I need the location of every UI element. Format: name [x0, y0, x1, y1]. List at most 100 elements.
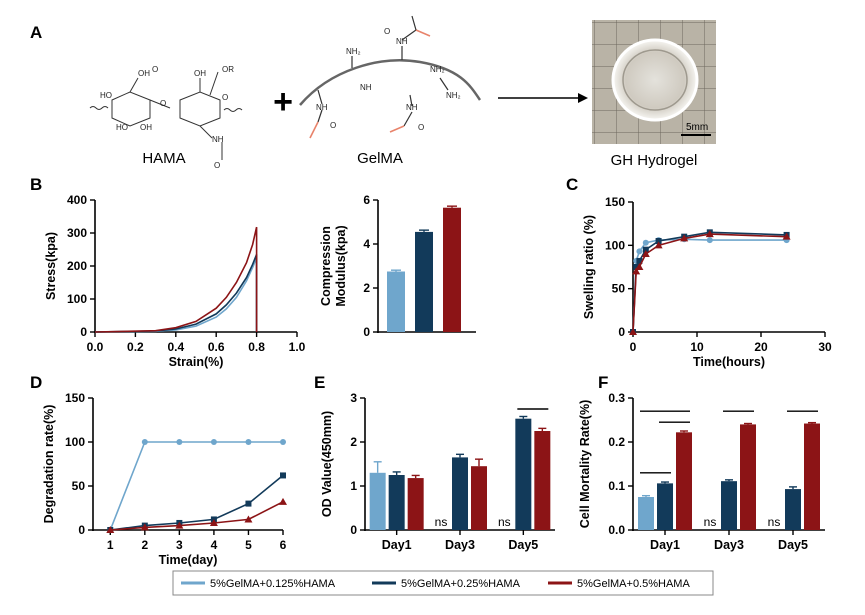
legend-label-3: 5%GelMA+0.5%HAMA [577, 578, 690, 590]
y-tick-label: 3 [350, 391, 357, 405]
y-tick-label: 0 [350, 523, 357, 537]
y-tick-label: 0.3 [608, 391, 625, 405]
x-tick-label: 1.0 [289, 340, 306, 354]
hama-glyco-bond [149, 99, 171, 109]
series-line [632, 238, 787, 333]
ns-annotation: ns [498, 515, 511, 529]
bar [407, 478, 424, 530]
series-line [110, 501, 284, 531]
y-tick-label: 100 [605, 238, 625, 252]
chart-degradation-rate: 0 50 100 150 Degradation rate(%) 1 2 3 4 5 6 Time(d… [42, 391, 287, 567]
chem-label: O [214, 161, 220, 170]
x-tick-label: Day3 [714, 538, 744, 552]
series-line [110, 474, 284, 531]
chem-label: O [384, 27, 390, 36]
chem-label: NH [396, 37, 408, 46]
bar [387, 271, 405, 332]
gelma-bond-co-top [401, 29, 417, 41]
y-tick-label: 0.2 [608, 435, 625, 449]
x-tick-label: Day5 [508, 538, 538, 552]
y-tick-label: 0 [363, 325, 370, 339]
data-point [680, 234, 689, 242]
data-point [629, 328, 637, 335]
gelma-bond-nh2-2 [439, 77, 449, 91]
ns-annotation: ns [704, 515, 717, 529]
panel-letter-f: F [598, 373, 608, 392]
hama-wavy-left [89, 106, 109, 110]
y-tick-label: 0 [80, 325, 87, 339]
chem-label: HO [100, 91, 112, 100]
chem-label: OR [222, 65, 234, 74]
data-point [176, 439, 183, 445]
data-point [642, 246, 649, 253]
hama-ring-1 [111, 91, 151, 127]
data-point [175, 521, 184, 529]
gelma-methyl-top [411, 15, 417, 31]
gelma-methacryl-mid [309, 121, 319, 139]
series-line [94, 257, 258, 333]
x-tick-label: 1 [107, 538, 114, 552]
chem-label: HO [116, 123, 128, 132]
data-point [245, 500, 252, 507]
bar [534, 431, 551, 530]
hama-bond-or [209, 71, 219, 96]
data-point [655, 238, 662, 244]
chem-label: NH [406, 103, 418, 112]
ns-annotation: ns [435, 515, 448, 529]
gelma-structure [299, 15, 482, 139]
y-tick-label: 50 [612, 282, 626, 296]
bar [676, 432, 692, 530]
scale-bar-label: 5mm [686, 122, 708, 133]
x-axis-label: Time(hours) [693, 355, 765, 369]
panel-letter-d: D [30, 373, 42, 392]
bar [388, 475, 405, 530]
hama-bond-nh [199, 125, 213, 139]
data-point [635, 263, 644, 270]
x-tick-label: 0.6 [208, 340, 225, 354]
chem-label: NH [316, 103, 328, 112]
y-tick-label: 150 [65, 391, 85, 405]
y-tick-label: 6 [363, 193, 370, 207]
bar [515, 418, 532, 530]
chem-label: OH [194, 69, 206, 78]
hama-ring-2 [179, 91, 221, 127]
y-tick-label: 100 [67, 292, 87, 306]
x-tick-label: 2 [141, 538, 148, 552]
plus-sign: + [273, 83, 293, 121]
legend-label-2: 5%GelMA+0.25%HAMA [401, 578, 521, 590]
hama-chem-labels: OH O OH OR HO HO O OH O NH O [100, 65, 234, 170]
y-axis-label: Degradation rate(%) [42, 405, 56, 524]
panel-letter-b: B [30, 175, 42, 194]
series-line [109, 441, 283, 531]
panel-letter-e: E [314, 373, 325, 392]
y-tick-label: 0 [618, 325, 625, 339]
gelma-methacryl-top [415, 29, 431, 37]
y-tick-label: 0.0 [608, 523, 625, 537]
chart-cell-mortality: 0.0 0.1 0.2 0.3 Cell Mortality Rate(%) Day1 Da… [578, 391, 825, 552]
y-axis-label: Cell Mortality Rate(%) [578, 400, 592, 529]
gelma-bond-nh-low [409, 94, 413, 107]
y-tick-label: 50 [72, 479, 86, 493]
x-tick-label: 0 [630, 340, 637, 354]
x-tick-label: 5 [245, 538, 252, 552]
x-tick-label: 0.0 [87, 340, 104, 354]
panel-letter-c: C [566, 175, 578, 194]
data-point [705, 230, 714, 238]
bar [721, 481, 737, 530]
bar [804, 423, 820, 530]
hama-label: HAMA [142, 150, 185, 167]
chart-swelling-ratio: 0 50 100 150 Swelling ratio (%) 0 10 20 30 Time(h… [582, 195, 832, 369]
chem-label: NH [212, 135, 224, 144]
chem-label: O [152, 65, 158, 74]
legend: 5%GelMA+0.125%HAMA 5%GelMA+0.25%HAMA 5%G… [172, 570, 714, 596]
ns-annotation: ns [768, 515, 781, 529]
x-tick-label: 3 [176, 538, 183, 552]
chart-od-value: 0 1 2 3 OD Value(450mm) Day1 Day3 Day5 ns ns [320, 391, 555, 552]
series-line [94, 226, 258, 333]
gelma-backbone [299, 59, 482, 106]
data-point [106, 526, 115, 533]
y-tick-label: 200 [67, 259, 87, 273]
data-point [633, 264, 640, 270]
data-point [632, 267, 641, 275]
